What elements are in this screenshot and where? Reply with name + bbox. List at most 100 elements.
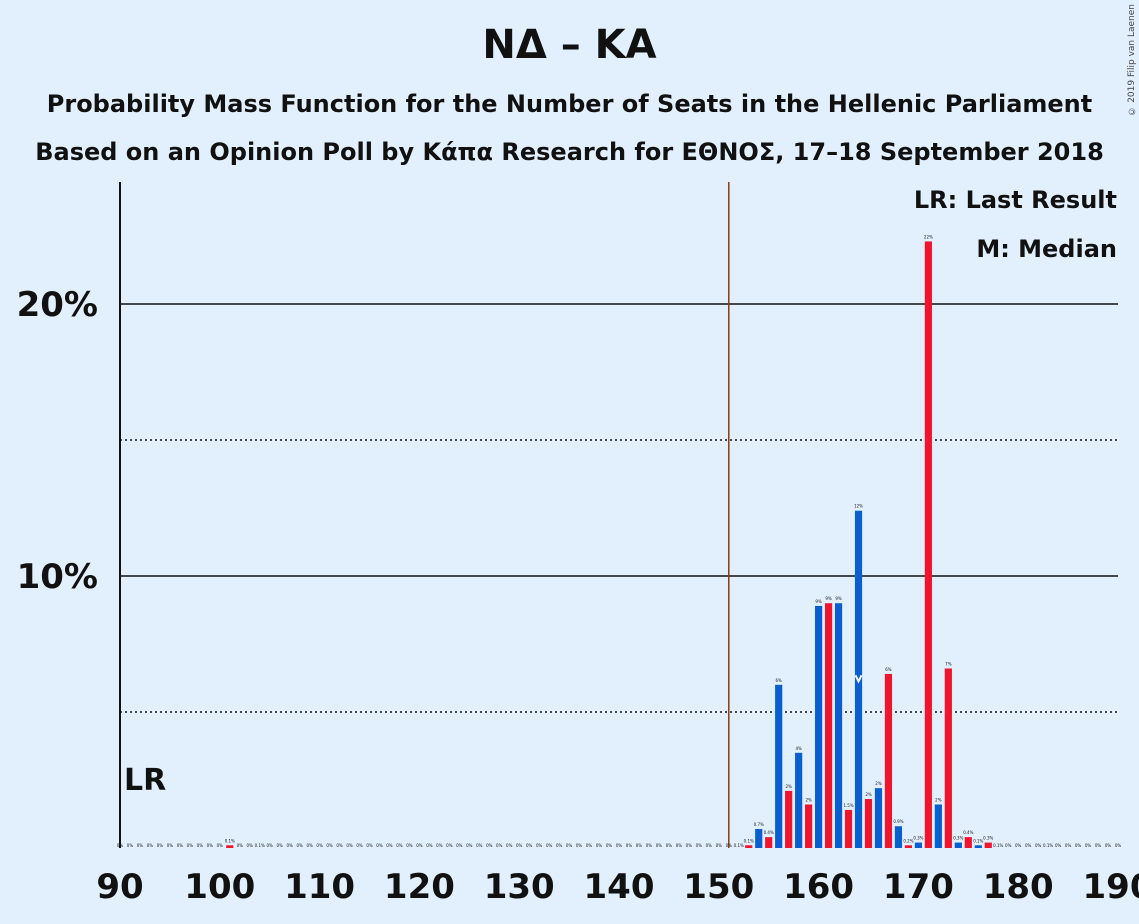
bar-value-label: 0% bbox=[247, 843, 254, 848]
chart-subtitle-source: Based on an Opinion Poll by Κάπα Researc… bbox=[35, 138, 1104, 166]
bar-value-label: 1.5% bbox=[843, 803, 853, 808]
bar-value-label: 0% bbox=[656, 843, 663, 848]
bar bbox=[914, 842, 922, 848]
bar-value-label: 0% bbox=[1005, 843, 1012, 848]
bar-value-label: 0% bbox=[316, 843, 323, 848]
bar-value-label: 0% bbox=[546, 843, 553, 848]
bar bbox=[815, 605, 823, 848]
bar-value-label: 0% bbox=[536, 843, 543, 848]
bar-value-label: 0% bbox=[626, 843, 633, 848]
bar-value-label: 0% bbox=[207, 843, 214, 848]
x-tick-label: 180 bbox=[983, 867, 1054, 907]
bar bbox=[755, 828, 763, 848]
bar-value-label: 0.3% bbox=[983, 836, 993, 841]
bar-value-label: 0.4% bbox=[963, 830, 973, 835]
bar-value-label: 0% bbox=[386, 843, 393, 848]
bar-value-label: 0% bbox=[1025, 843, 1032, 848]
bar-value-label: 0% bbox=[1095, 843, 1102, 848]
bar-value-label: 0% bbox=[217, 843, 224, 848]
x-tick-label: 90 bbox=[96, 867, 143, 907]
legend-median: M: Median bbox=[976, 235, 1117, 263]
bar-value-label: 0% bbox=[396, 843, 403, 848]
bar-value-label: 0% bbox=[326, 843, 333, 848]
bar-value-label: 0% bbox=[566, 843, 573, 848]
bar-value-label: 0% bbox=[556, 843, 563, 848]
bar-value-label: 0% bbox=[476, 843, 483, 848]
y-tick-label: 20% bbox=[17, 285, 98, 325]
bar-value-label: 4% bbox=[795, 746, 802, 751]
bar-value-label: 0% bbox=[1075, 843, 1082, 848]
bar-value-label: 9% bbox=[815, 599, 822, 604]
bar-value-label: 0% bbox=[726, 843, 733, 848]
bar-value-label: 0% bbox=[486, 843, 493, 848]
bar-value-label: 0% bbox=[1085, 843, 1092, 848]
bar-value-label: 0.1% bbox=[734, 843, 744, 848]
bar bbox=[805, 804, 813, 848]
chart-title: ΝΔ – ΚΑ bbox=[482, 22, 657, 68]
bar bbox=[954, 842, 962, 848]
bar-value-label: 0.1% bbox=[993, 843, 1003, 848]
bar-value-label: 0% bbox=[716, 843, 723, 848]
bar-value-label: 0% bbox=[167, 843, 174, 848]
bar-value-label: 0% bbox=[306, 843, 313, 848]
bar-value-label: 0% bbox=[127, 843, 134, 848]
x-tick-label: 140 bbox=[584, 867, 655, 907]
bar-value-label: 0.7% bbox=[754, 822, 764, 827]
bar bbox=[765, 837, 773, 848]
bar-value-label: 0% bbox=[177, 843, 184, 848]
bar-value-label: 6% bbox=[885, 667, 892, 672]
bar-value-label: 0% bbox=[296, 843, 303, 848]
bar-value-label: 9% bbox=[825, 596, 832, 601]
bar bbox=[844, 809, 853, 848]
bar bbox=[745, 845, 753, 848]
bar-value-label: 0.1% bbox=[225, 838, 235, 843]
last-result-label: LR bbox=[124, 763, 166, 798]
bar-value-label: 0.3% bbox=[953, 836, 963, 841]
y-tick-label: 10% bbox=[17, 557, 98, 597]
bar-value-label: 0% bbox=[466, 843, 473, 848]
x-tick-label: 190 bbox=[1083, 867, 1139, 907]
bar bbox=[964, 837, 972, 848]
bar bbox=[226, 845, 234, 848]
bar-value-label: 2% bbox=[805, 797, 812, 802]
bar-value-label: 0% bbox=[376, 843, 383, 848]
bar bbox=[834, 603, 843, 848]
bar bbox=[924, 241, 932, 848]
median-marker bbox=[854, 674, 863, 684]
bar-value-label: 2% bbox=[875, 781, 882, 786]
bar-value-label: 0% bbox=[187, 843, 194, 848]
bar-value-label: 0.1% bbox=[744, 838, 754, 843]
bar-value-label: 0% bbox=[137, 843, 144, 848]
bar-value-label: 0% bbox=[1015, 843, 1022, 848]
bar-value-label: 2% bbox=[935, 797, 942, 802]
bar-value-label: 0% bbox=[1065, 843, 1072, 848]
bar-value-label: 0% bbox=[1115, 843, 1122, 848]
bar-value-label: 0% bbox=[426, 843, 433, 848]
bar bbox=[934, 804, 942, 848]
bar-value-label: 2% bbox=[865, 792, 872, 797]
bar-value-label: 0% bbox=[1105, 843, 1112, 848]
bar-value-label: 0% bbox=[676, 843, 683, 848]
x-tick-label: 150 bbox=[683, 867, 754, 907]
x-tick-label: 110 bbox=[284, 867, 355, 907]
x-tick-label: 130 bbox=[484, 867, 555, 907]
bar-value-label: 0% bbox=[356, 843, 363, 848]
bar-value-label: 0% bbox=[576, 843, 583, 848]
bar-value-label: 22% bbox=[924, 234, 933, 239]
bar-value-label: 7% bbox=[945, 661, 952, 666]
bar-value-label: 0% bbox=[197, 843, 204, 848]
bar-value-label: 0% bbox=[696, 843, 703, 848]
bar-value-label: 0% bbox=[157, 843, 164, 848]
bar bbox=[864, 799, 873, 848]
bar-value-label: 0% bbox=[436, 843, 443, 848]
bar-value-label: 0% bbox=[416, 843, 423, 848]
bar-value-label: 0.3% bbox=[913, 836, 923, 841]
bar-value-label: 9% bbox=[835, 596, 842, 601]
bar-value-label: 0.9% bbox=[893, 819, 903, 824]
bar-value-label: 0% bbox=[586, 843, 593, 848]
bar bbox=[944, 668, 952, 848]
bar-value-label: 0% bbox=[366, 843, 373, 848]
bar-value-label: 0.2% bbox=[903, 838, 913, 843]
bar-value-label: 0% bbox=[516, 843, 523, 848]
